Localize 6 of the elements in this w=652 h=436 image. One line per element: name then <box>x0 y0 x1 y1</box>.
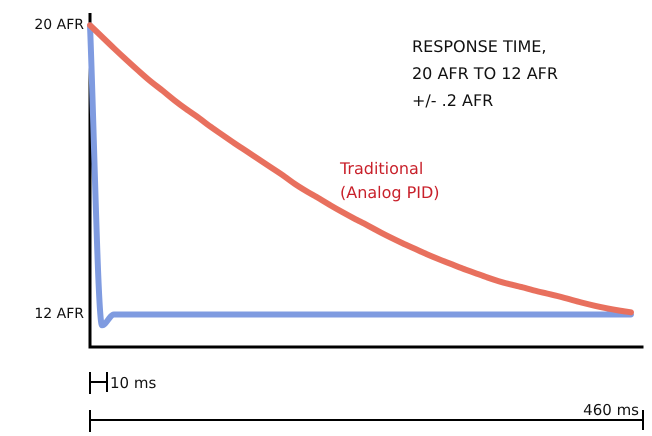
text: 10 ms <box>110 374 156 392</box>
y-tick-label: 12 AFR <box>34 306 84 322</box>
series-label: Traditional (Analog PID) <box>339 159 440 202</box>
annotation: RESPONSE TIME, 20 AFR TO 12 AFR +/- .2 AFR <box>412 37 558 110</box>
text: 460 ms <box>583 401 640 419</box>
y-tick-label: 20 AFR <box>34 16 84 33</box>
